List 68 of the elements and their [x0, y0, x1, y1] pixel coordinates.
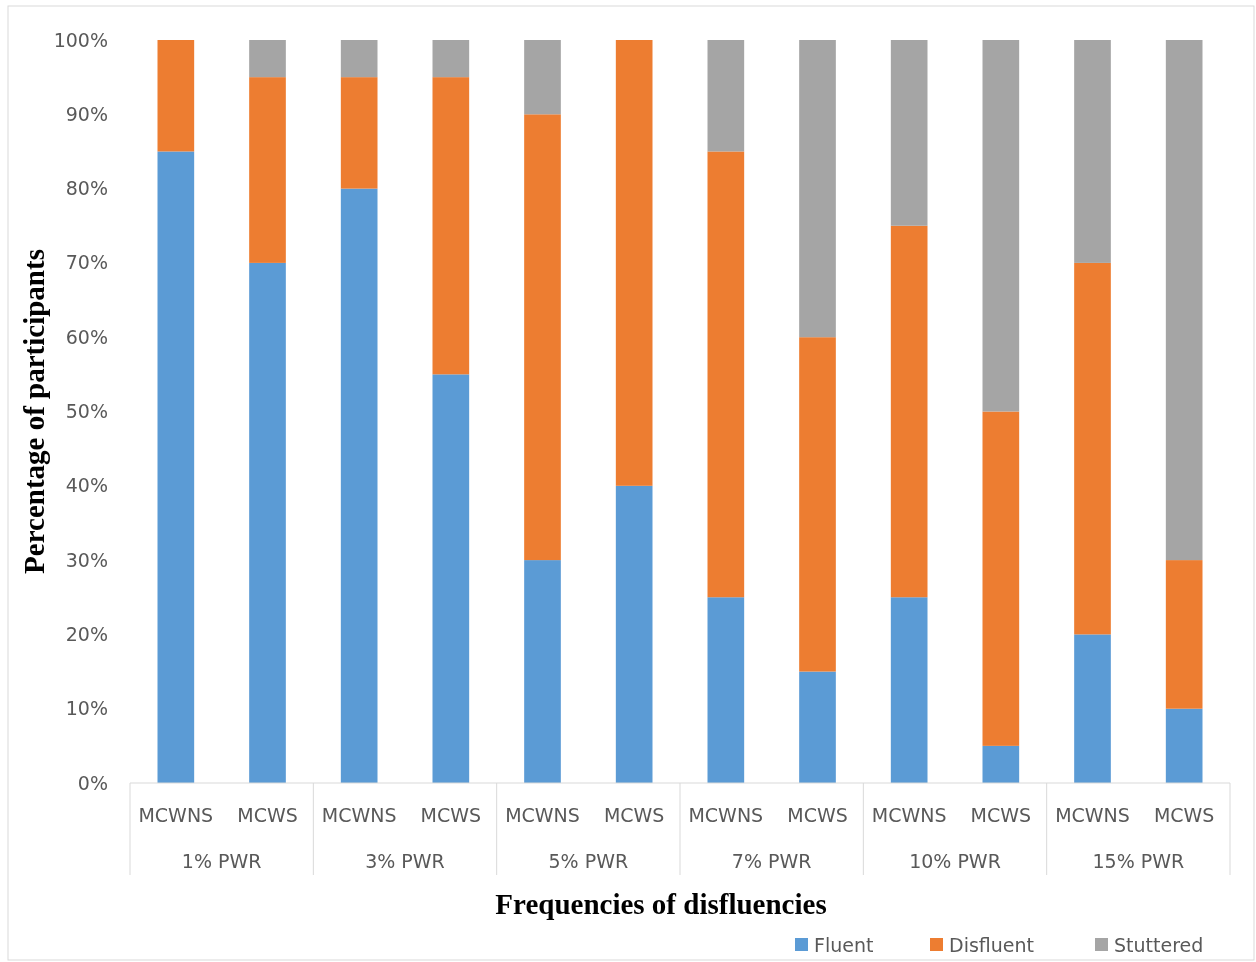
y-tick-label: 40%	[65, 474, 108, 497]
x-tick-label: MCWNS	[321, 804, 397, 826]
bar	[1074, 40, 1111, 263]
bar	[524, 40, 561, 115]
text: 1% PWR	[181, 850, 262, 872]
bar	[1074, 634, 1111, 783]
bar	[799, 671, 836, 783]
bar	[340, 40, 378, 78]
bar	[1165, 40, 1203, 561]
bar	[890, 597, 928, 783]
y-tick-label: 10%	[65, 697, 108, 720]
y-tick-label: 30%	[65, 548, 108, 571]
y-tick-label: 80%	[65, 177, 108, 200]
text: 15% PWR	[1092, 850, 1185, 872]
y-tick-label: 20%	[65, 622, 108, 645]
bar	[799, 40, 836, 338]
x-tick-label: MCWS	[970, 804, 1032, 826]
x-tick-label: MCWS	[420, 804, 482, 826]
bar	[249, 77, 286, 263]
y-tick-label: 60%	[65, 325, 108, 348]
bar	[432, 40, 470, 78]
bar	[432, 374, 470, 783]
bar	[340, 77, 378, 189]
x-tick-label: MCWS	[237, 804, 298, 826]
text: 10% PWR	[909, 850, 1001, 872]
x-tick-label: MCWNS	[505, 804, 580, 826]
bar	[707, 151, 745, 598]
x-tick-label: MCWS	[603, 804, 665, 826]
text: 3% PWR	[365, 850, 445, 872]
bar	[890, 40, 928, 226]
x-tick-label: MCWS	[1153, 804, 1215, 826]
bar	[707, 40, 745, 152]
x-tick-label: MCWNS	[1055, 804, 1130, 826]
bar	[615, 40, 653, 486]
text: 7% PWR	[731, 850, 812, 872]
x-tick-label: MCWNS	[138, 804, 214, 826]
bar	[524, 560, 561, 783]
y-tick-label: 0%	[77, 771, 108, 794]
bar	[982, 40, 1020, 412]
bar	[340, 188, 378, 783]
bar	[615, 485, 653, 783]
bar	[890, 225, 928, 598]
x-tick-label: MCWNS	[871, 804, 947, 826]
bar	[249, 40, 286, 78]
bar	[707, 597, 745, 783]
bar	[157, 40, 195, 152]
bar	[982, 411, 1020, 746]
y-tick-label: 90%	[65, 102, 108, 125]
bar	[432, 77, 470, 375]
bar	[1074, 262, 1111, 635]
bar	[799, 337, 836, 672]
x-axis-title: Frequencies of disfluencies	[495, 888, 827, 920]
bar	[1165, 560, 1203, 709]
legend-label: Fluent	[814, 934, 874, 956]
x-tick-label: MCWS	[787, 804, 848, 826]
y-tick-label: 70%	[65, 251, 108, 274]
bar	[524, 114, 561, 561]
legend-label: Stuttered	[1114, 934, 1204, 956]
y-axis-title: Percentage of participants	[18, 249, 50, 574]
bar	[982, 745, 1020, 783]
x-tick-label: MCWNS	[688, 804, 764, 826]
bar	[249, 262, 286, 783]
bar	[157, 151, 195, 783]
y-tick-label: 50%	[65, 400, 108, 423]
bar	[1165, 708, 1203, 783]
y-tick-label: 100%	[53, 28, 108, 51]
text: 5% PWR	[548, 850, 629, 872]
legend-label: Disfluent	[949, 934, 1034, 956]
